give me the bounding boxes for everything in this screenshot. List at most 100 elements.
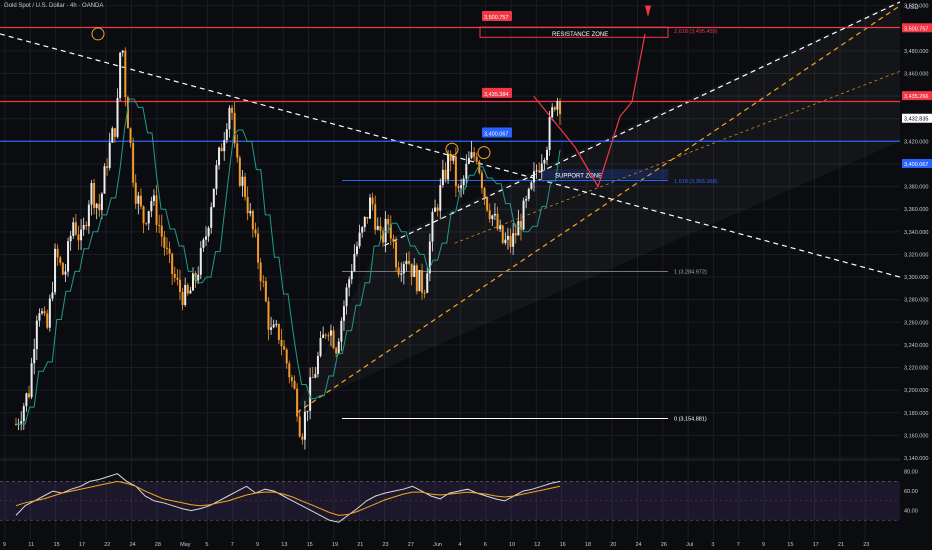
- candle-body: [457, 185, 460, 189]
- candle-body: [353, 253, 356, 272]
- candle-body: [434, 207, 437, 212]
- candle-body: [545, 150, 548, 161]
- support-zone-label: SUPPORT ZONE: [555, 174, 602, 180]
- candle-body: [327, 335, 330, 337]
- candle-body: [61, 262, 64, 275]
- candle-body: [303, 411, 306, 440]
- candle-body: [25, 393, 28, 407]
- candle-body: [267, 301, 270, 330]
- candle-body: [121, 50, 124, 53]
- candle-body: [95, 203, 98, 208]
- candle-body: [512, 233, 515, 247]
- candle-body: [246, 196, 249, 214]
- candle-body: [244, 176, 247, 197]
- candle-body: [35, 320, 38, 350]
- down-arrow-icon: [645, 5, 651, 17]
- candle-body: [402, 264, 405, 274]
- candle-body: [20, 421, 23, 424]
- fib-0-label: 0 (3,154.881): [674, 417, 707, 423]
- time-axis[interactable]: 9 11 15 17 22 24 28 May 5 7 9 13 15 19 21 23 27 Jun 4 6 10 12…: [3, 542, 869, 548]
- price-tick-label: 3,240.000: [904, 343, 928, 349]
- price-tick-label: 3,380.000: [904, 185, 928, 191]
- candle-body: [426, 273, 429, 293]
- candle-body: [126, 97, 129, 129]
- channel-mid-line: [454, 70, 901, 244]
- pivot-circle: [91, 27, 105, 41]
- time-tick-label: 21: [357, 542, 363, 548]
- candle-body: [132, 143, 135, 183]
- time-tick-label: 24: [130, 542, 136, 548]
- rsi-tick-label: 80.00: [904, 470, 918, 476]
- candle-body: [218, 147, 221, 166]
- candle-body: [496, 213, 499, 230]
- candle-body: [449, 153, 452, 161]
- candle-body: [358, 232, 361, 247]
- time-tick-label: 15: [54, 542, 60, 548]
- candle-body: [116, 97, 119, 137]
- candle-body: [236, 143, 239, 158]
- candle-body: [444, 169, 447, 180]
- candle-body: [316, 355, 319, 375]
- annotations: 3,500.757 3,435.384 3,400.067 RESISTANCE ZO…: [91, 5, 718, 423]
- candle-body: [72, 222, 75, 236]
- candle-body: [225, 129, 228, 141]
- candle-body: [233, 112, 236, 144]
- candle-body: [259, 262, 262, 282]
- time-tick-label: 9: [762, 542, 765, 548]
- candle-body: [210, 206, 213, 228]
- time-tick-label: 22: [104, 542, 110, 548]
- candle-body: [90, 183, 93, 205]
- candle-body: [418, 270, 421, 292]
- candle-body: [368, 197, 371, 219]
- candle-body: [345, 287, 348, 307]
- time-tick-label: 28: [155, 542, 161, 548]
- candle-body: [306, 410, 309, 412]
- candle-body: [504, 239, 507, 243]
- candle-body: [181, 291, 184, 306]
- candle-body: [441, 169, 444, 186]
- candle-body: [178, 279, 181, 292]
- time-tick-label: 27: [408, 542, 414, 548]
- time-tick-label: 26: [661, 542, 667, 548]
- axis-price-tag-bg: [902, 23, 932, 33]
- candle-body: [301, 436, 304, 440]
- level-435-tag: 3,435.384: [484, 92, 508, 98]
- price-tick-label: 3,432.835: [904, 117, 928, 123]
- time-tick-label: 18: [585, 542, 591, 548]
- currency-label: USD: [906, 5, 919, 11]
- time-tick-label: 7: [231, 542, 234, 548]
- resistance-zone-label: RESISTANCE ZONE: [552, 32, 608, 38]
- price-tick-label: 3,360.000: [904, 207, 928, 213]
- candle-body: [452, 156, 455, 161]
- candle-body: [522, 200, 525, 230]
- candle-body: [439, 185, 442, 211]
- price-axis[interactable]: 3,520.000 3,500.757 3,480.000 3,460.000 3,43…: [902, 4, 932, 515]
- candle-body: [298, 416, 301, 437]
- candle-body: [212, 188, 215, 207]
- candle-body: [309, 377, 312, 411]
- candle-body: [59, 257, 62, 263]
- pivot-circle: [477, 146, 491, 160]
- candle-body: [231, 107, 234, 113]
- candle-body: [111, 128, 114, 143]
- price-tick-label: 3,435.266: [904, 94, 928, 100]
- candle-body: [74, 222, 77, 235]
- candle-body: [106, 166, 109, 168]
- candle-body: [137, 195, 140, 204]
- candle-body: [408, 260, 411, 264]
- candle-body: [46, 313, 49, 328]
- candle-body: [129, 128, 132, 144]
- candle-body: [413, 265, 416, 277]
- candle-body: [220, 147, 223, 152]
- candle-body: [559, 100, 561, 115]
- price-tick-label: 3,420.000: [904, 139, 928, 145]
- channel-lower-line: [296, 5, 901, 414]
- time-tick-label: Jul: [686, 542, 693, 548]
- candle-body: [548, 117, 551, 151]
- candle-body: [93, 183, 96, 208]
- time-tick-label: 24: [636, 542, 642, 548]
- trendline-down: [0, 33, 901, 278]
- time-tick-label: 13: [281, 542, 287, 548]
- candle-body: [272, 324, 275, 328]
